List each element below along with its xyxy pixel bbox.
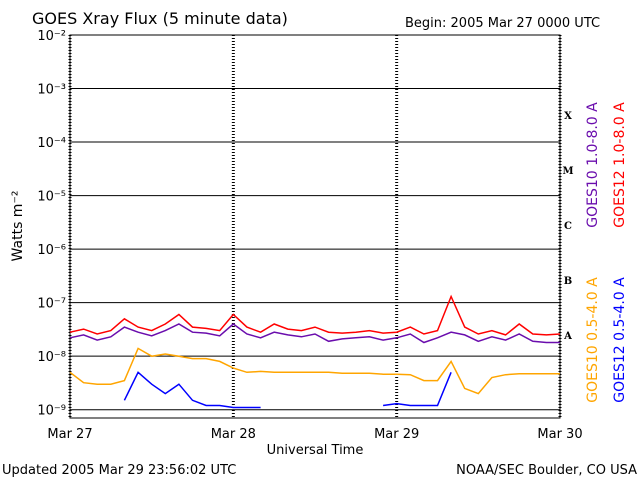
flare-class: M (562, 166, 573, 177)
x-axis-label: Universal Time (267, 443, 364, 458)
legend-entry: GOES10 0.5-4.0 A (585, 277, 601, 403)
flare-class: A (563, 331, 572, 342)
x-tick-label: Mar 29 (374, 427, 419, 442)
flare-class: B (564, 276, 572, 287)
series-line (69, 347, 560, 395)
x-tick-label: Mar 30 (537, 427, 582, 442)
series-line (69, 294, 561, 336)
y-tick-label: 10⁻⁹ (37, 404, 66, 419)
x-tick-label: Mar 28 (211, 427, 256, 442)
flare-class: X (564, 111, 572, 122)
y-tick-label: 10⁻² (37, 29, 66, 44)
y-tick-label: 10⁻⁵ (37, 190, 66, 205)
y-tick-label: 10⁻⁶ (37, 243, 66, 258)
plot-frame (69, 34, 561, 419)
y-tick-label: 10⁻⁴ (37, 136, 66, 151)
chart-subtitle: Begin: 2005 Mar 27 0000 UTC (405, 16, 600, 31)
flare-class: C (564, 221, 572, 232)
legend-entry: GOES12 1.0-8.0 A (612, 102, 628, 228)
legend-entry: GOES12 0.5-4.0 A (612, 277, 628, 403)
y-tick-label: 10⁻³ (37, 83, 66, 98)
legend-entry: GOES10 1.0-8.0 A (585, 102, 601, 228)
y-tick-label: 10⁻⁸ (37, 350, 66, 365)
footer-right: NOAA/SEC Boulder, CO USA (456, 463, 637, 478)
y-tick-label: 10⁻⁷ (37, 297, 66, 312)
series-line (69, 323, 560, 344)
x-tick-label: Mar 27 (47, 427, 92, 442)
chart-title: GOES Xray Flux (5 minute data) (32, 9, 288, 28)
footer-left: Updated 2005 Mar 29 23:56:02 UTC (2, 463, 236, 478)
y-axis-label: Watts m⁻² (10, 191, 26, 262)
